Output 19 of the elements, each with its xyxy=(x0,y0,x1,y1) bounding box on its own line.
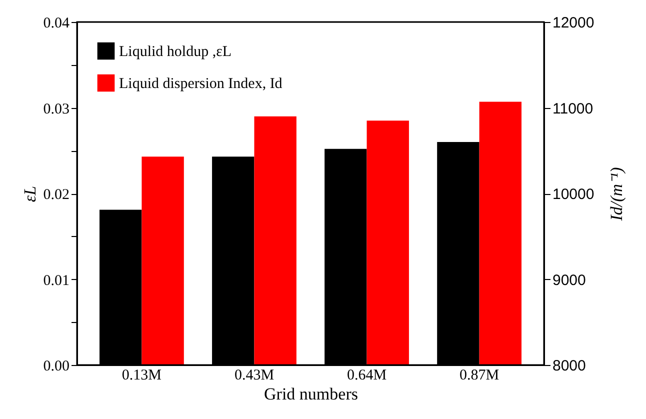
y2-tick-label: 9000 xyxy=(552,272,586,289)
x-tick-label: 0.87M xyxy=(460,368,500,384)
y-tick-label: 0.04 xyxy=(43,16,70,32)
y2-tick-label: 12000 xyxy=(552,14,594,32)
y2-axis-title: Id/(m⁻¹) xyxy=(607,166,626,222)
y-tick-label: 0.03 xyxy=(43,101,70,118)
x-tick-label: 0.43M xyxy=(234,368,274,384)
y-tick-label: 0.00 xyxy=(43,358,70,374)
y2-tick-label: 10000 xyxy=(552,186,594,203)
legend-label: Liqulid holdup ,εL xyxy=(119,44,232,60)
x-axis-title: Grid numbers xyxy=(264,384,358,404)
x-tick-label: 0.13M xyxy=(122,368,162,384)
y2-tick-label: 11000 xyxy=(552,100,594,118)
y-axis-title: εL xyxy=(20,186,40,202)
x-tick-label: 0.64M xyxy=(346,368,387,384)
legend-label: Liquid dispersion Index, Id xyxy=(119,76,283,92)
y-tick-label: 0.02 xyxy=(43,187,70,203)
y2-tick-label: 8000 xyxy=(552,358,586,374)
y-tick-label: 0.01 xyxy=(43,272,70,289)
